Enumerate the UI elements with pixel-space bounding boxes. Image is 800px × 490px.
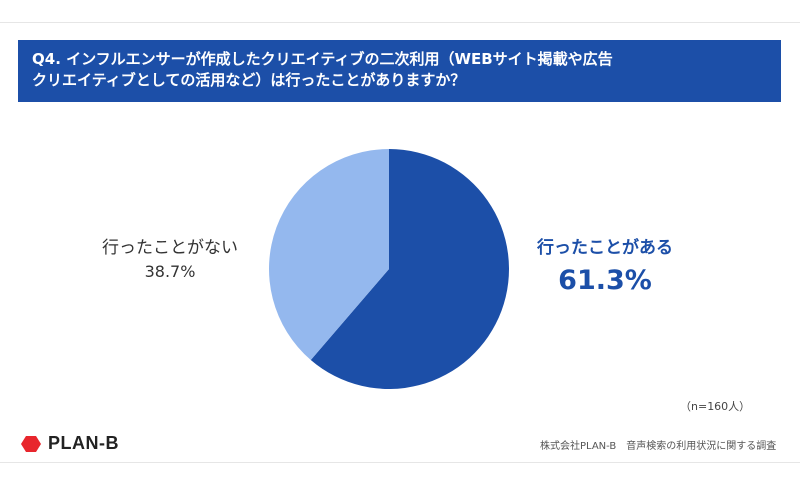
survey-source: 株式会社PLAN-B 音声検索の利用状況に関する調査 xyxy=(540,441,777,452)
slice-label-yes-value: 61.3% xyxy=(558,265,652,296)
sample-size-note: （n=160人） xyxy=(680,400,751,413)
slice-label-yes-text: 行ったことがある xyxy=(537,238,673,258)
bottom-divider xyxy=(0,462,800,463)
red-diamond-icon xyxy=(21,435,41,452)
logo-text: PLAN-B xyxy=(48,433,119,453)
question-title-line-1: Q4. インフルエンサーが作成したクリエイティブの二次利用（WEBサイト掲載や広… xyxy=(32,50,613,68)
question-title-line-2: クリエイティブとしての活用など）は行ったことがありますか？ xyxy=(32,71,466,89)
slice-label-no: 行ったことがない 38.7% xyxy=(70,236,270,284)
plan-b-logo: PLAN-B xyxy=(20,433,119,454)
slice-label-no-value: 38.7% xyxy=(144,262,196,281)
slice-label-no-text: 行ったことがない xyxy=(102,238,238,258)
pie-slice-no xyxy=(269,149,389,360)
slice-label-yes: 行ったことがある 61.3% xyxy=(520,236,690,300)
question-title-bar: Q4. インフルエンサーが作成したクリエイティブの二次利用（WEBサイト掲載や広… xyxy=(18,40,781,102)
top-divider xyxy=(0,22,800,23)
pie-slice-yes xyxy=(310,149,510,389)
pie-chart xyxy=(269,149,510,389)
